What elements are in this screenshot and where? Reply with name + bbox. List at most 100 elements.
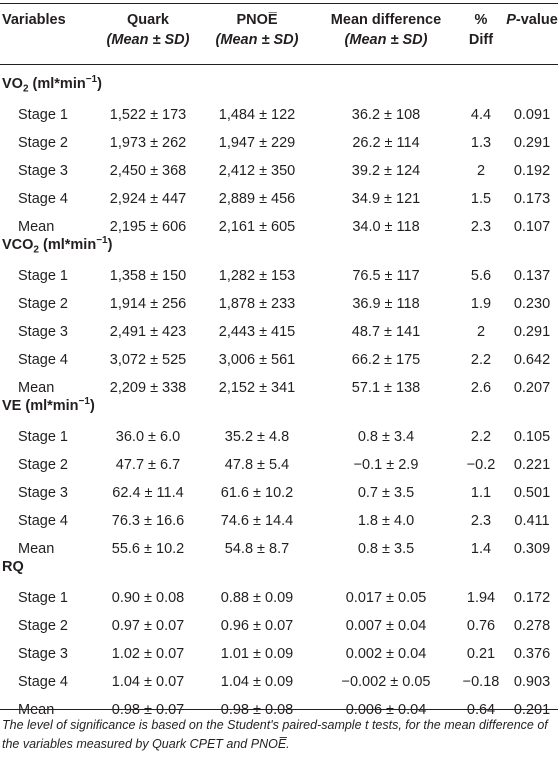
table-row: Stage 3 2,491 ± 423 2,443 ± 415 48.7 ± 141 2… — [0, 318, 558, 346]
cell-quark: 2,491 ± 423 — [109, 324, 187, 340]
section-name: VCO — [2, 236, 34, 253]
cell-percent-diff: 2 — [476, 163, 486, 179]
table-row: Mean 55.6 ± 10.2 54.8 ± 8.7 0.8 ± 3.5 1.4 0.3… — [0, 535, 558, 563]
table-row: Stage 1 36.0 ± 6.0 35.2 ± 4.8 0.8 ± 3.4 2.2 0… — [0, 423, 558, 451]
cell-quark: 76.3 ± 16.6 — [111, 513, 185, 529]
section-unit: (ml*min — [38, 236, 97, 253]
section-name: VO — [2, 75, 23, 92]
cell-mean-difference: 0.8 ± 3.4 — [357, 429, 415, 445]
section-heading: RQ — [2, 553, 24, 583]
cell-percent-diff: 0.64 — [466, 702, 496, 718]
cell-pnoe: 1,878 ± 233 — [218, 296, 296, 312]
cell-pnoe: 1,484 ± 122 — [218, 107, 296, 123]
cell-quark: 1,358 ± 150 — [109, 268, 187, 284]
section-name: VE — [2, 397, 22, 414]
header-percent-diff: % Diff — [456, 10, 506, 50]
cell-quark: 1,522 ± 173 — [109, 107, 187, 123]
row-label: Stage 4 — [18, 513, 68, 529]
table-row: Stage 4 1.04 ± 0.07 1.04 ± 0.09 −0.002 ± 0.… — [0, 668, 558, 696]
cell-p-value: 0.107 — [513, 219, 551, 235]
cell-mean-difference: 48.7 ± 141 — [351, 324, 421, 340]
row-label: Stage 2 — [18, 296, 68, 312]
row-label: Stage 4 — [18, 352, 68, 368]
cell-pnoe: 35.2 ± 4.8 — [224, 429, 290, 445]
header-p-rest: -value — [515, 12, 558, 28]
cell-quark: 0.90 ± 0.08 — [111, 590, 185, 606]
table-row: Mean 2,195 ± 606 2,161 ± 605 34.0 ± 118 2.3 0… — [0, 213, 558, 241]
header-p-value: P-value — [506, 10, 558, 30]
cell-percent-diff: −0.18 — [462, 674, 500, 690]
row-label: Stage 4 — [18, 674, 68, 690]
row-label: Stage 3 — [18, 485, 68, 501]
section-name-subscript: 2 — [33, 244, 39, 256]
row-label: Mean — [18, 380, 55, 396]
section-unit-close: ) — [107, 236, 113, 253]
cell-pnoe: 2,152 ± 341 — [218, 380, 296, 396]
cell-quark: 0.97 ± 0.07 — [111, 618, 185, 634]
cell-percent-diff: 2.2 — [470, 352, 492, 368]
cell-quark: 1.04 ± 0.07 — [111, 674, 185, 690]
header-pct-line2: Diff — [468, 32, 494, 48]
cell-pnoe: 54.8 ± 8.7 — [224, 541, 290, 557]
cell-quark: 3,072 ± 525 — [109, 352, 187, 368]
header-p-italic: P — [506, 12, 516, 28]
cell-pnoe: 0.98 ± 0.08 — [220, 702, 294, 718]
table-row: Mean 2,209 ± 338 2,152 ± 341 57.1 ± 138 2.6 0… — [0, 374, 558, 402]
section-unit: (ml*min — [28, 75, 86, 92]
cell-quark: 2,195 ± 606 — [109, 219, 187, 235]
table-row: Stage 1 0.90 ± 0.08 0.88 ± 0.09 0.017 ± 0.0… — [0, 584, 558, 612]
cell-quark: 1.02 ± 0.07 — [111, 646, 185, 662]
table-row: Stage 3 62.4 ± 11.4 61.6 ± 10.2 0.7 ± 3.5 1.… — [0, 479, 558, 507]
table-footnote: The level of significance is based on th… — [2, 718, 548, 751]
section-unit: (ml*min — [21, 397, 79, 414]
row-label: Stage 2 — [18, 457, 68, 473]
cell-pnoe: 0.96 ± 0.07 — [220, 618, 294, 634]
cell-mean-difference: 0.8 ± 3.5 — [357, 541, 415, 557]
row-label: Stage 2 — [18, 618, 68, 634]
cell-pnoe: 2,889 ± 456 — [218, 191, 296, 207]
cell-p-value: 0.411 — [514, 513, 550, 529]
row-label: Stage 3 — [18, 646, 68, 662]
section-name: RQ — [2, 558, 24, 575]
cell-percent-diff: 2.6 — [470, 380, 492, 396]
cell-percent-diff: 5.6 — [470, 268, 492, 284]
row-label: Stage 3 — [18, 324, 68, 340]
cell-percent-diff: 2.2 — [470, 429, 492, 445]
cell-quark: 62.4 ± 11.4 — [112, 485, 184, 501]
cell-quark: 1,914 ± 256 — [109, 296, 187, 312]
cell-p-value: 0.376 — [513, 646, 551, 662]
table-row: Stage 2 0.97 ± 0.07 0.96 ± 0.07 0.007 ± 0.0… — [0, 612, 558, 640]
cell-pnoe: 2,412 ± 350 — [218, 163, 296, 179]
row-label: Mean — [18, 702, 55, 718]
cell-mean-difference: 26.2 ± 114 — [352, 135, 420, 151]
section-heading: VE (ml*min−1) — [2, 392, 95, 422]
cell-quark: 47.7 ± 6.7 — [115, 457, 181, 473]
cell-pnoe: 0.88 ± 0.09 — [220, 590, 294, 606]
cell-percent-diff: 1.3 — [470, 135, 492, 151]
section-unit-superscript: −1 — [85, 74, 98, 85]
header-variables: Variables — [2, 12, 66, 28]
cell-mean-difference: 0.7 ± 3.5 — [357, 485, 415, 501]
row-label: Mean — [18, 541, 55, 557]
table-row: Stage 2 47.7 ± 6.7 47.8 ± 5.4 −0.1 ± 2.9 −0.… — [0, 451, 558, 479]
cell-pnoe: 61.6 ± 10.2 — [220, 485, 294, 501]
table-row: Mean 0.98 ± 0.07 0.98 ± 0.08 0.006 ± 0.04 0.… — [0, 696, 558, 724]
cell-p-value: 0.137 — [513, 268, 551, 284]
cell-percent-diff: 4.4 — [470, 107, 492, 123]
table-row: Stage 3 2,450 ± 368 2,412 ± 350 39.2 ± 124 2… — [0, 157, 558, 185]
table-row: Stage 4 76.3 ± 16.6 74.6 ± 14.4 1.8 ± 4.0 2.… — [0, 507, 558, 535]
cell-p-value: 0.501 — [513, 485, 551, 501]
cell-p-value: 0.091 — [513, 107, 551, 123]
cell-percent-diff: −0.2 — [466, 457, 496, 473]
cell-p-value: 0.230 — [513, 296, 551, 312]
cell-mean-difference: 0.006 ± 0.04 — [345, 702, 427, 718]
cell-percent-diff: 1.1 — [470, 485, 492, 501]
row-label: Stage 1 — [18, 429, 68, 445]
cell-mean-difference: 0.007 ± 0.04 — [345, 618, 427, 634]
cell-p-value: 0.172 — [513, 590, 551, 606]
cell-percent-diff: 0.21 — [466, 646, 496, 662]
row-label: Stage 4 — [18, 191, 68, 207]
cell-percent-diff: 1.5 — [470, 191, 492, 207]
section-heading: VCO2 (ml*min−1) — [2, 231, 112, 261]
